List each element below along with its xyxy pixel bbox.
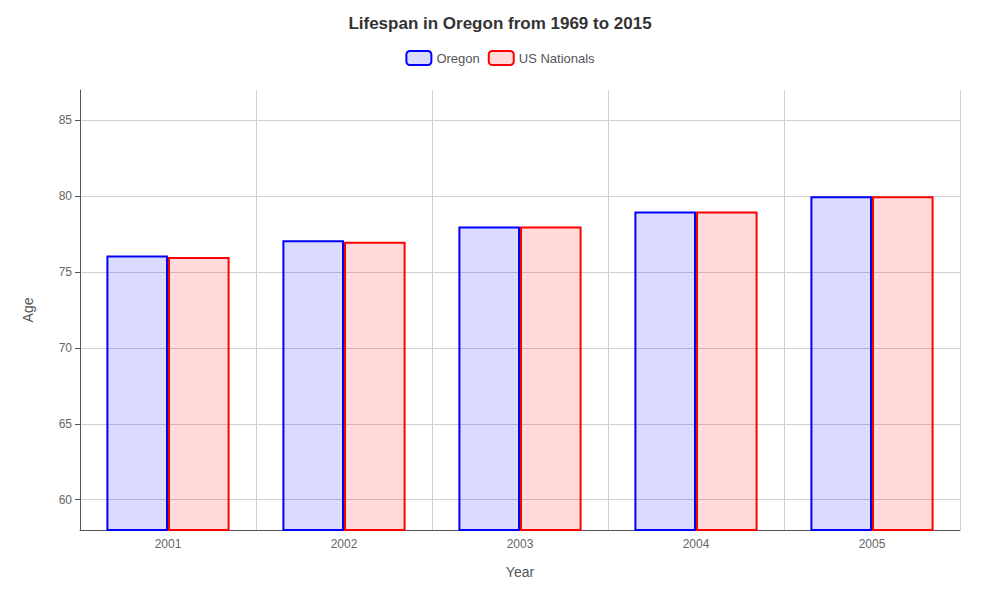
svg-text:80: 80 [59, 189, 73, 203]
svg-text:2002: 2002 [331, 537, 358, 551]
svg-text:Oregon: Oregon [436, 51, 479, 66]
svg-text:65: 65 [59, 417, 73, 431]
svg-text:US Nationals: US Nationals [519, 51, 595, 66]
svg-text:85: 85 [59, 113, 73, 127]
svg-text:2005: 2005 [859, 537, 886, 551]
svg-text:2004: 2004 [683, 537, 710, 551]
svg-text:Age: Age [20, 297, 36, 322]
svg-text:60: 60 [59, 493, 73, 507]
svg-text:Year: Year [506, 564, 535, 580]
svg-text:2001: 2001 [155, 537, 182, 551]
svg-text:Lifespan in Oregon from 1969 t: Lifespan in Oregon from 1969 to 2015 [348, 14, 651, 33]
svg-text:70: 70 [59, 341, 73, 355]
svg-text:2003: 2003 [507, 537, 534, 551]
svg-text:75: 75 [59, 265, 73, 279]
